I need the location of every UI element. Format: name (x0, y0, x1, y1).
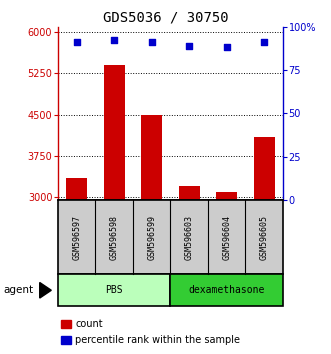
Point (149, 39, 154, 45)
Text: GSM596599: GSM596599 (147, 215, 156, 260)
Text: GSM596597: GSM596597 (72, 215, 81, 260)
Bar (61, 336, 71, 344)
Bar (104, 65, 124, 354)
Bar (216, 192, 237, 354)
Text: percentile rank within the sample: percentile rank within the sample (75, 335, 240, 345)
Bar (66, 178, 87, 354)
Point (187, 43, 192, 48)
Point (112, 38, 117, 43)
Text: GSM596598: GSM596598 (110, 215, 119, 260)
Polygon shape (40, 282, 51, 298)
Point (74, 39, 79, 45)
Text: GSM596605: GSM596605 (260, 215, 269, 260)
Point (224, 45, 229, 50)
Text: dexamethasone: dexamethasone (189, 285, 265, 295)
Bar (141, 115, 162, 354)
Bar (179, 186, 200, 354)
Bar (254, 137, 274, 354)
Text: count: count (75, 319, 103, 329)
Text: GSM596603: GSM596603 (185, 215, 194, 260)
Bar (61, 320, 71, 328)
Text: GSM596604: GSM596604 (222, 215, 231, 260)
Text: agent: agent (3, 285, 33, 295)
Text: PBS: PBS (105, 285, 123, 295)
Point (261, 39, 267, 45)
Text: GDS5036 / 30750: GDS5036 / 30750 (103, 11, 228, 25)
